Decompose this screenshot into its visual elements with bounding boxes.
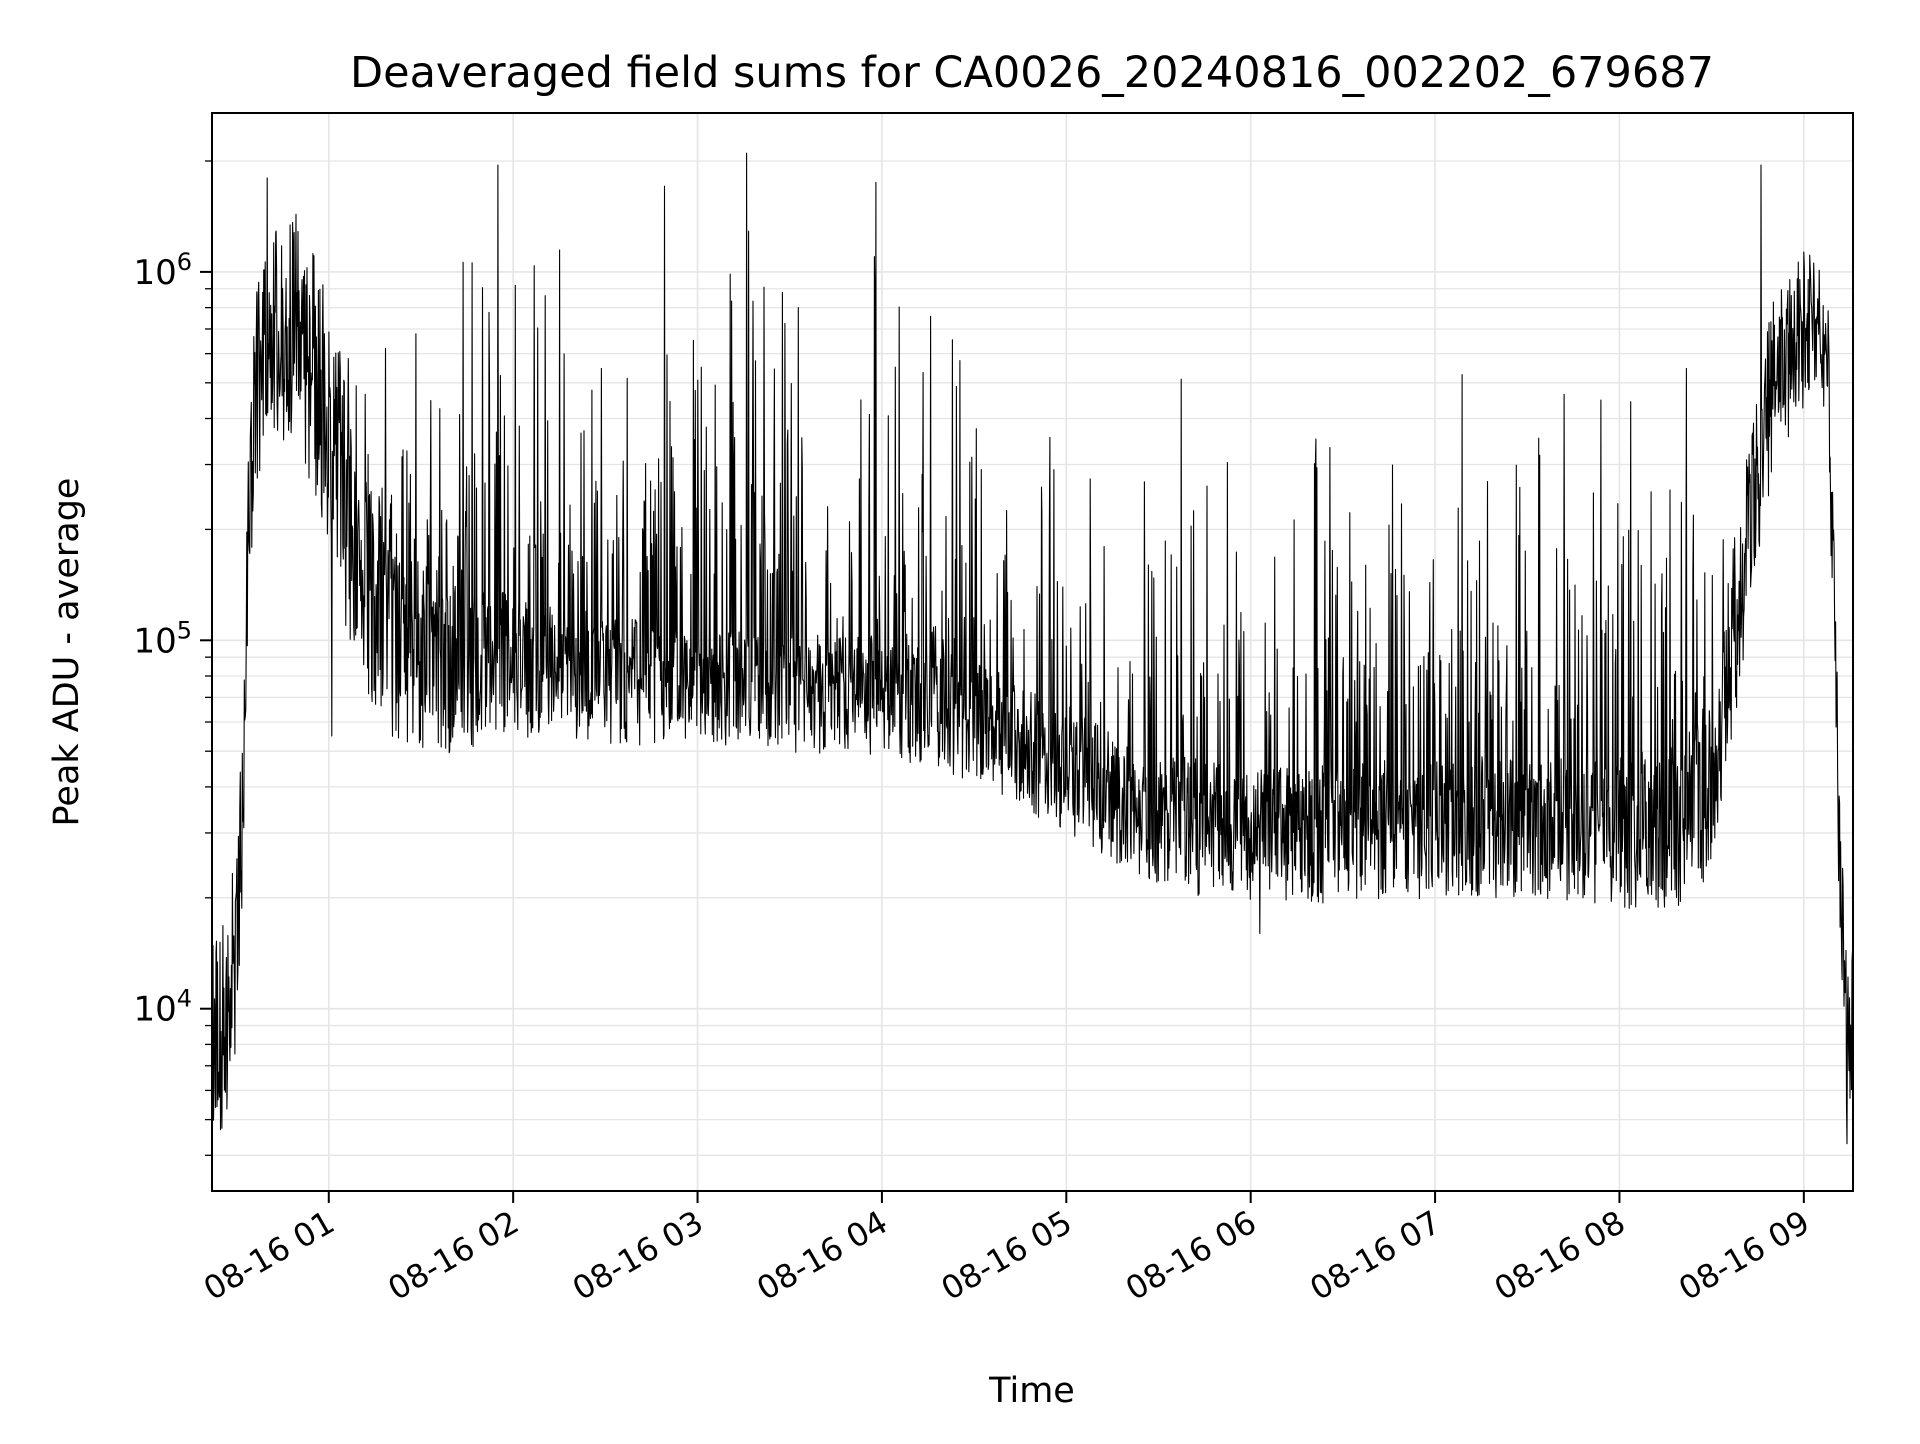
series-line <box>212 152 1853 1145</box>
y-axis: 104 105 106 <box>133 160 212 1156</box>
y-tick-label: 105 <box>133 616 192 661</box>
y-axis-label: Peak ADU - average <box>47 478 87 827</box>
y-tick-label: 106 <box>133 248 192 293</box>
plot-frame <box>211 112 1854 1192</box>
y-tick-label: 104 <box>133 985 192 1030</box>
chart-title: Deaveraged field sums for CA0026_2024081… <box>350 48 1714 98</box>
x-axis-label: Time <box>988 1371 1075 1411</box>
